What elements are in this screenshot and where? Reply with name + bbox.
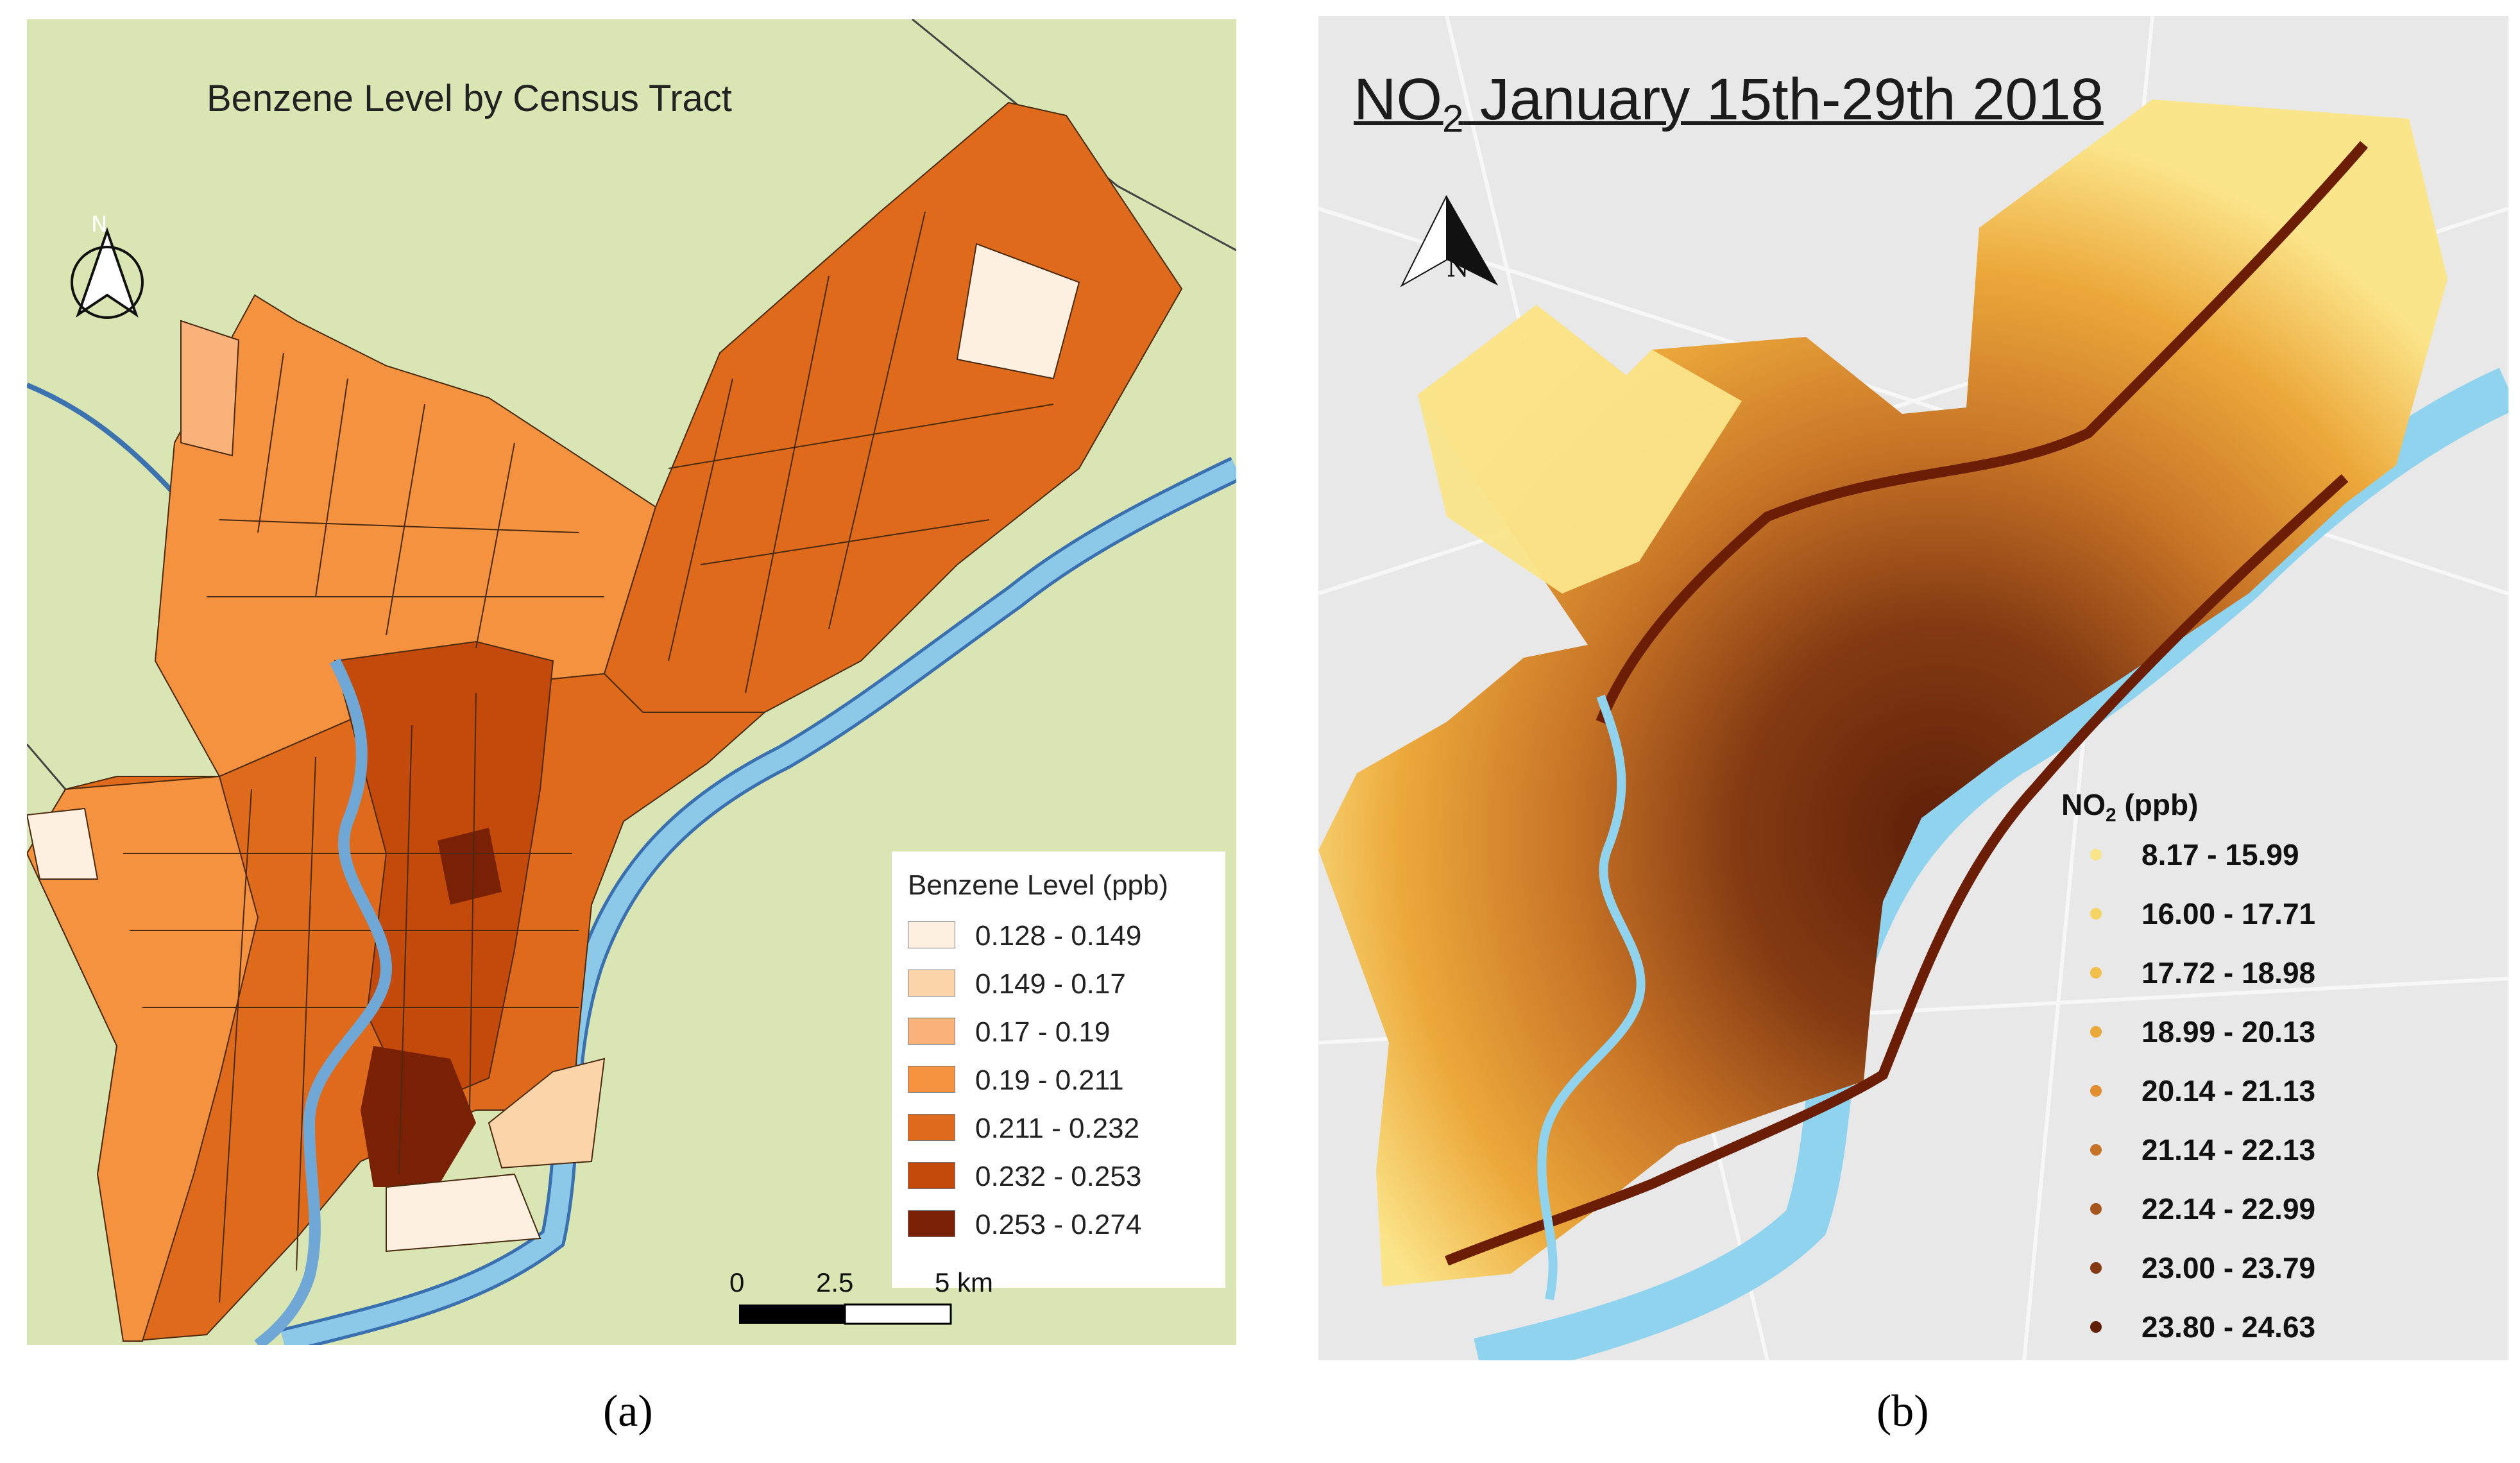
legend-swatch [908, 921, 955, 948]
no2-concentration-map [1318, 16, 2508, 1360]
legend-label: 0.149 - 0.17 [975, 968, 1126, 1000]
legend-label: 0.128 - 0.149 [975, 920, 1142, 952]
legend-swatch [908, 1210, 955, 1237]
legend-swatch [908, 1162, 955, 1189]
title-suffix: January 15th-29th 2018 [1463, 67, 2104, 132]
legend-item: 0.253 - 0.274 [908, 1208, 1216, 1240]
scale-tick-label: 2.5 [816, 1267, 854, 1297]
schuylkill-river [254, 658, 393, 1345]
legend-item: 0.19 - 0.211 [908, 1063, 1216, 1096]
legend-swatch [908, 970, 955, 997]
legend-dot [2090, 1321, 2102, 1333]
highway-lines [1445, 141, 2369, 1266]
legend-item: 20.14 - 21.13 [2090, 1072, 2501, 1111]
legend-item: 17.72 - 18.98 [2090, 954, 2501, 993]
caption-b: (b) [1877, 1387, 1929, 1436]
legend-label: 17.72 - 18.98 [2141, 956, 2316, 989]
title-subscript: 2 [1442, 97, 1464, 141]
map-title: NO2 January 15th-29th 2018 [1354, 66, 2104, 141]
north-label: N [91, 212, 108, 237]
legend-item: 0.128 - 0.149 [908, 919, 1216, 952]
legend-item: 0.211 - 0.232 [908, 1111, 1216, 1144]
legend-dot [2090, 1026, 2102, 1038]
legend-label: 0.232 - 0.253 [975, 1161, 1142, 1192]
legend-label: 16.00 - 17.71 [2141, 897, 2316, 930]
caption-a: (a) [603, 1387, 653, 1436]
legend-swatch [908, 1114, 955, 1141]
north-label: N [1447, 253, 1469, 283]
schuylkill-river [1537, 694, 1646, 1301]
legend-label: 8.17 - 15.99 [2141, 838, 2299, 871]
no2-map-panel: NO2 January 15th-29th 2018 N NO2 (ppb) 8… [1318, 16, 2508, 1360]
legend-dot [2090, 1144, 2102, 1156]
legend-item: 21.14 - 22.13 [2090, 1131, 2501, 1170]
benzene-map-panel: Benzene Level by Census Tract N Benzene … [27, 19, 1236, 1345]
benzene-legend: Benzene Level (ppb) 0.128 - 0.149 0.149 … [892, 851, 1225, 1288]
legend-dot [2090, 1262, 2102, 1274]
legend-swatch [908, 1066, 955, 1093]
legend-dot [2090, 967, 2102, 979]
legend-label: 0.211 - 0.232 [975, 1113, 1140, 1144]
legend-label: 0.253 - 0.274 [975, 1209, 1142, 1240]
county-boundary-line [912, 19, 1236, 252]
legend-swatch [908, 1018, 955, 1045]
legend-title-subscript: 2 [2106, 805, 2116, 826]
legend-label: 0.17 - 0.19 [975, 1016, 1111, 1048]
legend-dot [2090, 849, 2102, 860]
delaware-river [281, 459, 1236, 1345]
title-prefix: NO [1354, 67, 1442, 132]
legend-label: 21.14 - 22.13 [2141, 1133, 2316, 1167]
legend-title: Benzene Level (ppb) [908, 869, 1169, 901]
legend-label: 23.80 - 24.63 [2141, 1310, 2316, 1344]
legend-item: 16.00 - 17.71 [2090, 895, 2501, 934]
legend-item: 0.232 - 0.253 [908, 1159, 1216, 1192]
legend-dot [2090, 908, 2102, 920]
north-arrow-icon [1400, 195, 1498, 287]
benzene-choropleth-map [27, 19, 1236, 1345]
legend-label: 22.14 - 22.99 [2141, 1192, 2316, 1226]
scale-bar [739, 1303, 952, 1325]
legend-item: 22.14 - 22.99 [2090, 1190, 2501, 1229]
legend-item: 18.99 - 20.13 [2090, 1013, 2501, 1052]
map-title: Benzene Level by Census Tract [207, 78, 732, 119]
legend-title-prefix: NO [2061, 788, 2106, 821]
legend-label: 23.00 - 23.79 [2141, 1251, 2316, 1285]
no2-low-area [1418, 305, 1742, 594]
legend-item: 8.17 - 15.99 [2090, 836, 2501, 875]
north-arrow-icon [71, 227, 144, 319]
legend-item: 23.00 - 23.79 [2090, 1249, 2501, 1288]
legend-item: 0.149 - 0.17 [908, 967, 1216, 1000]
legend-title-suffix: (ppb) [2116, 788, 2199, 821]
legend-label: 18.99 - 20.13 [2141, 1015, 2316, 1048]
city-tracts [27, 101, 1183, 1342]
county-boundary-line-west [27, 744, 67, 790]
legend-dot [2090, 1085, 2102, 1097]
legend-item: 23.80 - 24.63 [2090, 1308, 2501, 1347]
legend-dot [2090, 1203, 2102, 1215]
legend-label: 20.14 - 21.13 [2141, 1074, 2316, 1108]
legend-label: 0.19 - 0.211 [975, 1065, 1124, 1096]
legend-item: 0.17 - 0.19 [908, 1015, 1216, 1048]
legend-title: NO2 (ppb) [2061, 787, 2198, 826]
scale-tick-label: 0 [729, 1267, 745, 1297]
scale-tick-label: 5 km [935, 1267, 994, 1297]
